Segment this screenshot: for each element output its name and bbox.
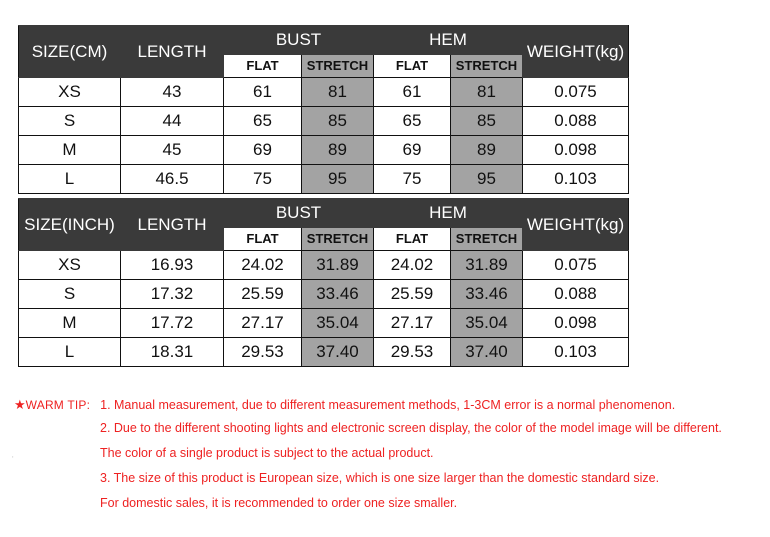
warm-tip-block: ★ WARM TIP: 1. Manual measurement, due t… — [14, 394, 758, 516]
cell-size: M — [18, 135, 121, 165]
table-row: L 46.5 75 95 75 95 0.103 — [18, 164, 629, 194]
cell-bust-stretch: 81 — [301, 77, 374, 107]
table-row: L 18.31 29.53 37.40 29.53 37.40 0.103 — [18, 337, 629, 367]
warm-tip-label: WARM TIP: — [25, 398, 91, 412]
subheader-bust-flat: FLAT — [223, 227, 302, 251]
subheader-hem-flat: FLAT — [373, 227, 451, 251]
warm-tip-line-3: The color of a single product is subject… — [100, 446, 434, 460]
warm-tip-line-2: 2. Due to the different shooting lights … — [100, 421, 722, 435]
cell-size: XS — [18, 77, 121, 107]
cell-hem-flat: 29.53 — [373, 337, 451, 367]
cell-length: 17.32 — [120, 279, 224, 309]
table-subheader-row: FLAT STRETCH FLAT STRETCH — [19, 54, 629, 78]
cell-bust-stretch: 31.89 — [301, 250, 374, 280]
table-row: XS 16.93 24.02 31.89 24.02 31.89 0.075 — [18, 250, 629, 280]
cell-bust-flat: 61 — [223, 77, 302, 107]
cell-hem-flat: 61 — [373, 77, 451, 107]
cell-weight: 0.103 — [522, 164, 629, 194]
size-table-inch: SIZE(INCH) LENGTH BUST HEM WEIGHT(kg) FL… — [18, 198, 629, 367]
header-bust: BUST — [223, 198, 374, 228]
warm-tip-line-5: For domestic sales, it is recommended to… — [100, 496, 458, 510]
cell-hem-stretch: 95 — [450, 164, 523, 194]
cell-hem-flat: 75 — [373, 164, 451, 194]
cell-size: L — [18, 164, 121, 194]
cell-size: M — [18, 308, 121, 338]
subheader-hem-stretch: STRETCH — [450, 227, 523, 251]
cell-bust-flat: 29.53 — [223, 337, 302, 367]
table-header-row: SIZE(INCH) LENGTH BUST HEM WEIGHT(kg) — [18, 198, 629, 251]
cell-bust-stretch: 35.04 — [301, 308, 374, 338]
subheader-bust-stretch: STRETCH — [301, 227, 374, 251]
table-row: S 17.32 25.59 33.46 25.59 33.46 0.088 — [18, 279, 629, 309]
cell-weight: 0.098 — [522, 135, 629, 165]
header-length: LENGTH — [120, 198, 224, 251]
cell-hem-flat: 27.17 — [373, 308, 451, 338]
cell-size: S — [18, 106, 121, 136]
cell-weight: 0.098 — [522, 308, 629, 338]
cell-hem-flat: 65 — [373, 106, 451, 136]
cell-bust-stretch: 33.46 — [301, 279, 374, 309]
header-size: SIZE(INCH) — [18, 198, 121, 251]
subheader-hem-stretch: STRETCH — [450, 54, 523, 78]
cell-hem-stretch: 85 — [450, 106, 523, 136]
table-row: M 45 69 89 69 89 0.098 — [18, 135, 629, 165]
cell-length: 44 — [120, 106, 224, 136]
header-hem: HEM — [373, 198, 523, 228]
cell-hem-flat: 69 — [373, 135, 451, 165]
cell-weight: 0.088 — [522, 279, 629, 309]
cell-bust-stretch: 89 — [301, 135, 374, 165]
cell-weight: 0.088 — [522, 106, 629, 136]
cell-length: 46.5 — [120, 164, 224, 194]
cell-length: 43 — [120, 77, 224, 107]
warm-tip-header: ★ WARM TIP: 1. Manual measurement, due t… — [14, 394, 758, 416]
cell-hem-stretch: 33.46 — [450, 279, 523, 309]
cell-bust-flat: 69 — [223, 135, 302, 165]
table-row: XS 43 61 81 61 81 0.075 — [18, 77, 629, 107]
cell-size: XS — [18, 250, 121, 280]
table-row: S 44 65 85 65 85 0.088 — [18, 106, 629, 136]
subheader-hem-flat: FLAT — [373, 54, 451, 78]
cell-hem-stretch: 31.89 — [450, 250, 523, 280]
cell-hem-flat: 25.59 — [373, 279, 451, 309]
cell-length: 16.93 — [120, 250, 224, 280]
cell-length: 17.72 — [120, 308, 224, 338]
cell-weight: 0.075 — [522, 77, 629, 107]
cell-hem-stretch: 89 — [450, 135, 523, 165]
cell-hem-flat: 24.02 — [373, 250, 451, 280]
header-size: SIZE(CM) — [18, 25, 121, 78]
cell-hem-stretch: 81 — [450, 77, 523, 107]
subheader-bust-flat: FLAT — [223, 54, 302, 78]
header-bust: BUST — [223, 25, 374, 55]
header-weight: WEIGHT(kg) — [522, 25, 629, 78]
cell-bust-flat: 25.59 — [223, 279, 302, 309]
cell-bust-flat: 27.17 — [223, 308, 302, 338]
cell-size: L — [18, 337, 121, 367]
cell-bust-flat: 65 — [223, 106, 302, 136]
cell-hem-stretch: 35.04 — [450, 308, 523, 338]
warm-tip-line-1: 1. Manual measurement, due to different … — [100, 398, 676, 412]
warm-tip-line-4: 3. The size of this product is European … — [100, 471, 660, 485]
stray-artifact-mark: ' — [12, 455, 14, 464]
cell-length: 45 — [120, 135, 224, 165]
star-icon: ★ — [14, 397, 26, 412]
cell-bust-stretch: 85 — [301, 106, 374, 136]
cell-bust-flat: 24.02 — [223, 250, 302, 280]
cell-bust-flat: 75 — [223, 164, 302, 194]
cell-hem-stretch: 37.40 — [450, 337, 523, 367]
size-table-cm: SIZE(CM) LENGTH BUST HEM WEIGHT(kg) FLAT… — [18, 25, 629, 194]
cell-bust-stretch: 37.40 — [301, 337, 374, 367]
header-length: LENGTH — [120, 25, 224, 78]
cell-length: 18.31 — [120, 337, 224, 367]
cell-size: S — [18, 279, 121, 309]
table-header-row: SIZE(CM) LENGTH BUST HEM WEIGHT(kg) — [18, 25, 629, 78]
header-hem: HEM — [373, 25, 523, 55]
header-weight: WEIGHT(kg) — [522, 198, 629, 251]
subheader-bust-stretch: STRETCH — [301, 54, 374, 78]
table-row: M 17.72 27.17 35.04 27.17 35.04 0.098 — [18, 308, 629, 338]
cell-bust-stretch: 95 — [301, 164, 374, 194]
cell-weight: 0.103 — [522, 337, 629, 367]
cell-weight: 0.075 — [522, 250, 629, 280]
